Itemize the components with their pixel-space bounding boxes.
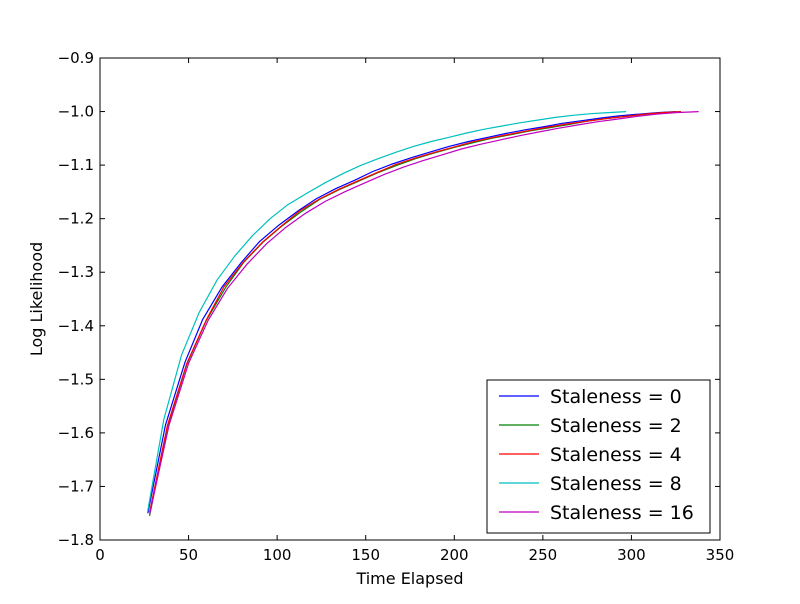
legend-entry-label: Staleness = 2: [550, 415, 682, 437]
series-line-0: [147, 111, 676, 514]
y-tick-label: −1.1: [58, 156, 94, 174]
y-tick-label: −1.0: [58, 103, 94, 121]
y-axis-label: Log Likelihood: [27, 242, 46, 356]
legend-entry-label: Staleness = 16: [550, 502, 694, 524]
legend-entry-label: Staleness = 4: [550, 444, 682, 466]
y-tick-label: −1.7: [58, 477, 94, 495]
y-tick-label: −1.8: [58, 531, 94, 549]
y-tick-label: −1.2: [58, 210, 94, 228]
legend-box: [486, 379, 711, 534]
x-tick-label: 300: [617, 546, 646, 564]
y-tick-label: −0.9: [58, 49, 94, 67]
tick-marks: 0 50 100 150 200 250 300 350 −1.8 −1.7 −1.6 −1.5 −1.…: [58, 49, 735, 564]
x-tick-label: 200: [440, 546, 469, 564]
x-tick-label: 100: [263, 546, 292, 564]
series-line-4: [149, 111, 699, 515]
y-tick-label: −1.5: [58, 370, 94, 388]
y-tick-label: −1.4: [58, 317, 94, 335]
y-tick-label: −1.6: [58, 424, 94, 442]
legend: Staleness = 0 Staleness = 2 Staleness = 4 S…: [486, 379, 711, 534]
plot-lines: [147, 111, 699, 517]
x-tick-label: 150: [351, 546, 380, 564]
y-tick-label: −1.3: [58, 263, 94, 281]
legend-entry-label: Staleness = 0: [550, 386, 682, 408]
x-tick-label: 350: [706, 546, 735, 564]
x-axis-label: Time Elapsed: [355, 569, 463, 588]
series-line-3: [147, 111, 627, 511]
x-tick-label: 250: [529, 546, 558, 564]
axes-frame: [99, 57, 721, 541]
legend-entry-label: Staleness = 8: [550, 473, 682, 495]
x-tick-label: 50: [179, 546, 198, 564]
series-line-2: [149, 111, 682, 513]
x-tick-label: 0: [95, 546, 105, 564]
